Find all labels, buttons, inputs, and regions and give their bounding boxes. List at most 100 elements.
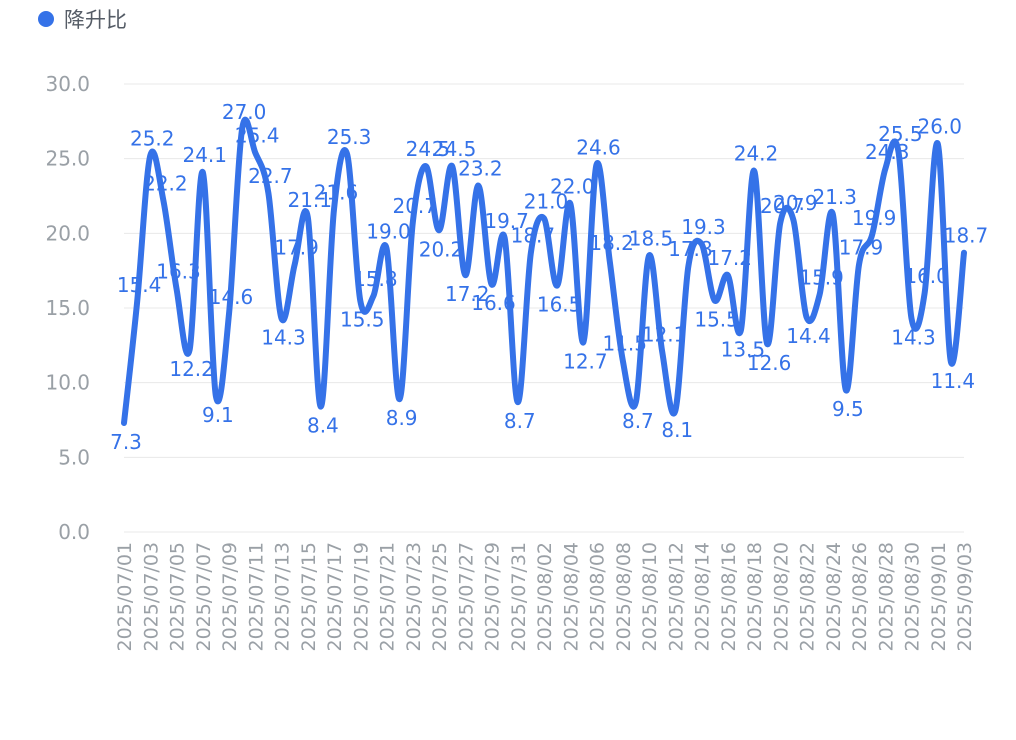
data-label: 12.6 xyxy=(747,351,792,375)
data-point xyxy=(239,126,245,132)
data-point xyxy=(226,311,232,317)
y-tick-label: 5.0 xyxy=(58,445,90,469)
data-label: 17.9 xyxy=(274,236,319,260)
data-label: 24.5 xyxy=(432,137,477,161)
y-tick-label: 15.0 xyxy=(45,296,90,320)
data-label: 16.5 xyxy=(537,293,582,317)
data-label: 25.2 xyxy=(130,127,175,151)
x-tick-label: 2025/07/25 xyxy=(429,542,451,652)
data-label: 20.7 xyxy=(392,194,437,218)
x-tick-label: 2025/09/03 xyxy=(954,542,976,652)
data-point xyxy=(869,232,875,238)
x-tick-label: 2025/08/24 xyxy=(823,542,845,652)
data-point xyxy=(935,141,941,147)
data-point xyxy=(790,217,796,223)
x-tick-label: 2025/08/26 xyxy=(849,542,871,652)
data-point xyxy=(909,315,914,321)
data-point xyxy=(541,215,547,221)
data-label: 14.3 xyxy=(891,325,936,349)
x-tick-label: 2025/08/22 xyxy=(797,542,819,652)
data-point xyxy=(397,396,403,402)
data-label: 26.0 xyxy=(917,115,962,139)
data-label: 8.7 xyxy=(504,409,536,433)
data-label: 15.5 xyxy=(694,308,739,332)
data-label: 15.8 xyxy=(353,267,398,291)
legend[interactable]: 降升比 xyxy=(38,4,127,34)
data-label: 21.1 xyxy=(287,188,332,212)
data-point xyxy=(830,211,836,217)
data-label: 11.5 xyxy=(602,331,647,355)
data-label: 24.6 xyxy=(576,136,621,160)
data-label: 22.7 xyxy=(248,164,293,188)
data-point xyxy=(777,220,783,226)
data-point xyxy=(252,150,258,156)
x-tick-label: 2025/08/16 xyxy=(718,542,740,652)
data-label: 9.1 xyxy=(202,403,234,427)
data-point xyxy=(502,235,508,241)
data-label: 19.0 xyxy=(366,219,411,243)
data-label: 25.5 xyxy=(878,122,923,146)
x-tick-label: 2025/08/28 xyxy=(875,542,897,652)
x-tick-label: 2025/08/30 xyxy=(902,542,924,652)
data-point xyxy=(580,339,586,345)
data-label: 16.6 xyxy=(471,291,516,315)
data-label: 12.1 xyxy=(642,322,687,346)
data-point xyxy=(738,327,744,333)
data-label: 18.7 xyxy=(944,224,989,248)
data-point xyxy=(961,250,967,256)
x-tick-label: 2025/07/11 xyxy=(245,542,267,652)
data-point xyxy=(764,341,770,347)
data-label: 24.2 xyxy=(734,142,779,166)
y-tick-label: 30.0 xyxy=(45,72,90,96)
data-label: 14.6 xyxy=(209,285,254,309)
data-point xyxy=(895,148,901,154)
data-label: 25.4 xyxy=(235,124,280,148)
data-point xyxy=(712,298,718,304)
data-point xyxy=(344,151,350,157)
data-label: 16.3 xyxy=(156,260,201,284)
data-label: 24.5 xyxy=(406,137,451,161)
data-label: 8.9 xyxy=(386,406,418,430)
data-point xyxy=(475,183,481,189)
data-point xyxy=(423,163,429,169)
x-tick-label: 2025/07/03 xyxy=(140,542,162,652)
x-tick-label: 2025/08/20 xyxy=(770,542,792,652)
data-label: 18.2 xyxy=(589,231,634,255)
data-point xyxy=(882,166,888,172)
data-point xyxy=(554,283,560,289)
data-label: 21.6 xyxy=(314,180,359,204)
data-label: 7.3 xyxy=(110,430,142,454)
y-tick-label: 0.0 xyxy=(58,520,90,544)
data-point xyxy=(699,241,704,247)
data-label: 17.9 xyxy=(839,236,884,260)
data-point xyxy=(331,206,337,212)
data-label: 15.4 xyxy=(117,273,162,297)
x-tick-label: 2025/07/13 xyxy=(272,542,294,652)
data-point xyxy=(265,190,271,196)
data-point xyxy=(751,168,757,174)
data-point xyxy=(305,214,311,220)
x-tick-label: 2025/08/02 xyxy=(534,542,556,652)
data-point xyxy=(357,298,363,304)
data-label: 8.4 xyxy=(307,414,339,438)
x-tick-label: 2025/08/18 xyxy=(744,542,766,652)
data-label: 27.0 xyxy=(222,100,267,124)
x-tick-label: 2025/08/14 xyxy=(692,542,714,652)
x-tick-label: 2025/07/23 xyxy=(403,542,425,652)
data-label: 12.2 xyxy=(169,357,214,381)
data-label: 19.7 xyxy=(484,209,529,233)
data-point xyxy=(279,315,284,321)
x-tick-label: 2025/07/07 xyxy=(193,542,215,652)
y-tick-label: 25.0 xyxy=(45,147,90,171)
data-label: 17.2 xyxy=(707,246,752,270)
x-tick-label: 2025/07/31 xyxy=(508,542,530,652)
data-point xyxy=(594,162,599,168)
data-label: 15.5 xyxy=(340,308,385,332)
data-label: 17.2 xyxy=(445,282,490,306)
data-label: 19.3 xyxy=(681,215,726,239)
y-tick-label: 20.0 xyxy=(45,221,90,245)
x-tick-label: 2025/08/06 xyxy=(587,542,609,652)
data-label: 12.7 xyxy=(563,349,608,373)
data-point xyxy=(187,347,193,353)
x-tick-label: 2025/07/15 xyxy=(298,542,320,652)
